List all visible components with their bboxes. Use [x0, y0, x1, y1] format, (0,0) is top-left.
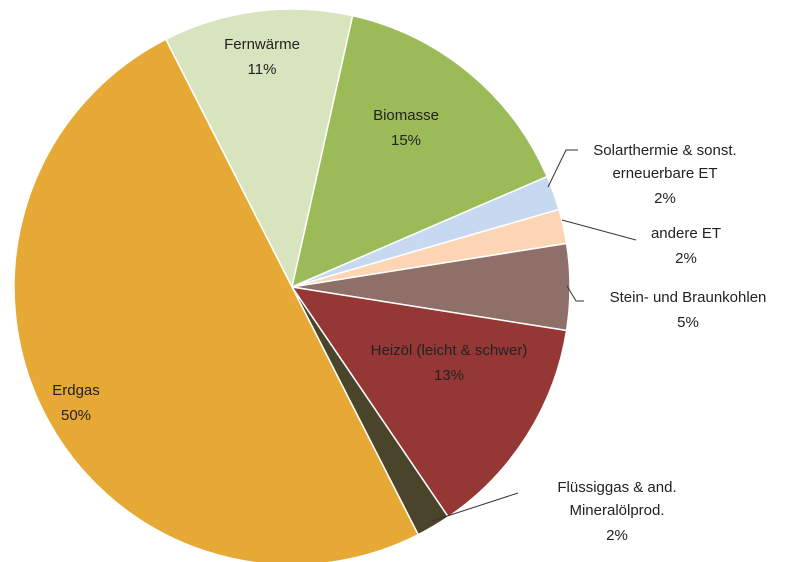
slice-label: Fernwärme [224, 36, 300, 53]
leader-line [561, 219, 637, 241]
slice-label: Stein- und Braunkohlen [609, 289, 767, 306]
slice [13, 38, 420, 562]
leader-line [547, 149, 578, 188]
slice-value-label: 2% [675, 250, 697, 267]
slice-value-label: 15% [390, 132, 422, 149]
slice [290, 14, 549, 289]
slices [13, 8, 571, 562]
slice-value-label: 13% [433, 367, 465, 384]
slice-label: Erdgas [52, 382, 100, 399]
slice-label: Flüssiggas & and. Mineralölprod. [557, 479, 677, 519]
slice-value-label: 2% [606, 527, 628, 544]
slice-value-label: 2% [654, 190, 676, 207]
slice-label: Heizöl (leicht & schwer) [370, 342, 528, 359]
slice-value-label: 11% [247, 61, 277, 78]
slice-value-label: 5% [677, 314, 699, 331]
slice-label: Solarthermie & sonst. erneuerbare ET [593, 142, 737, 182]
slice-value-label: 50% [60, 407, 92, 424]
slice-label: Biomasse [373, 107, 439, 124]
slice [290, 285, 568, 518]
slice-label: andere ET [650, 225, 722, 242]
leader-line [431, 492, 519, 522]
slice [164, 8, 354, 290]
leader-line [566, 285, 584, 302]
